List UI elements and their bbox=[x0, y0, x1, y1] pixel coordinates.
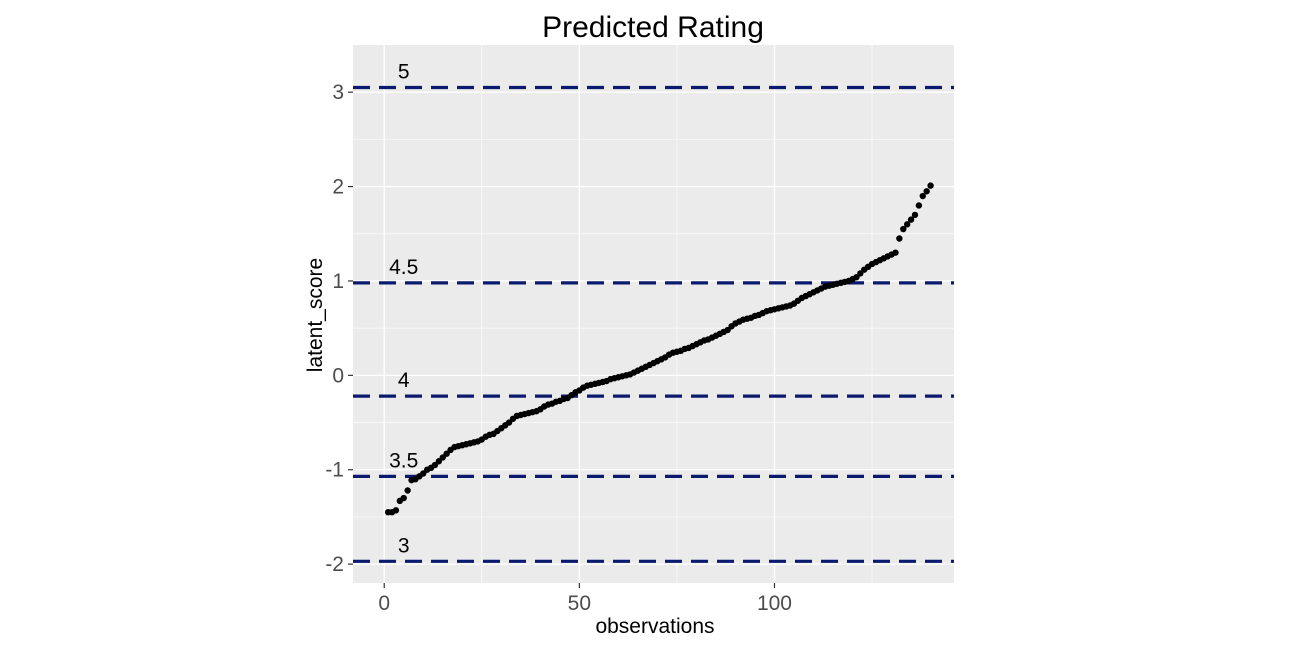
threshold-label: 4 bbox=[398, 369, 410, 392]
data-point bbox=[392, 507, 400, 514]
x-tick-label: 0 bbox=[378, 592, 390, 615]
x-tick-label: 50 bbox=[568, 592, 591, 615]
y-tick-label: 1 bbox=[332, 270, 344, 293]
data-point bbox=[903, 221, 911, 228]
data-point bbox=[896, 235, 903, 242]
data-point bbox=[923, 188, 930, 195]
y-tick-label: 0 bbox=[332, 364, 344, 387]
x-tick-label: 100 bbox=[757, 592, 792, 615]
data-point bbox=[900, 225, 907, 233]
panel-background bbox=[353, 45, 954, 583]
data-point bbox=[915, 202, 923, 209]
data-point bbox=[919, 192, 926, 200]
data-point bbox=[907, 216, 915, 223]
grid-lines bbox=[353, 45, 954, 583]
threshold-label: 3.5 bbox=[389, 449, 418, 472]
y-tick-label: 3 bbox=[332, 81, 344, 104]
threshold-lines: 3 3.5 4 4.5 5 bbox=[353, 60, 954, 563]
threshold-label: 3 bbox=[398, 534, 410, 557]
plot-panel bbox=[353, 45, 954, 583]
threshold-label: 5 bbox=[398, 60, 410, 83]
y-tick-label: 2 bbox=[332, 176, 344, 199]
data-point bbox=[400, 494, 407, 502]
scatter-points bbox=[384, 182, 934, 516]
x-axis-title: observations bbox=[595, 615, 714, 638]
y-tick-label: -1 bbox=[325, 459, 344, 482]
data-point bbox=[892, 249, 899, 256]
data-point bbox=[927, 182, 934, 189]
data-point bbox=[911, 211, 919, 219]
threshold-label: 4.5 bbox=[389, 256, 418, 279]
y-tick-label: -2 bbox=[325, 553, 344, 576]
axes: -2 -1 0 1 2 3 0 50 100 bbox=[325, 81, 792, 615]
chart-title: Predicted Rating bbox=[542, 11, 764, 44]
y-axis-title: latent_score bbox=[304, 258, 327, 372]
data-point bbox=[404, 487, 411, 494]
